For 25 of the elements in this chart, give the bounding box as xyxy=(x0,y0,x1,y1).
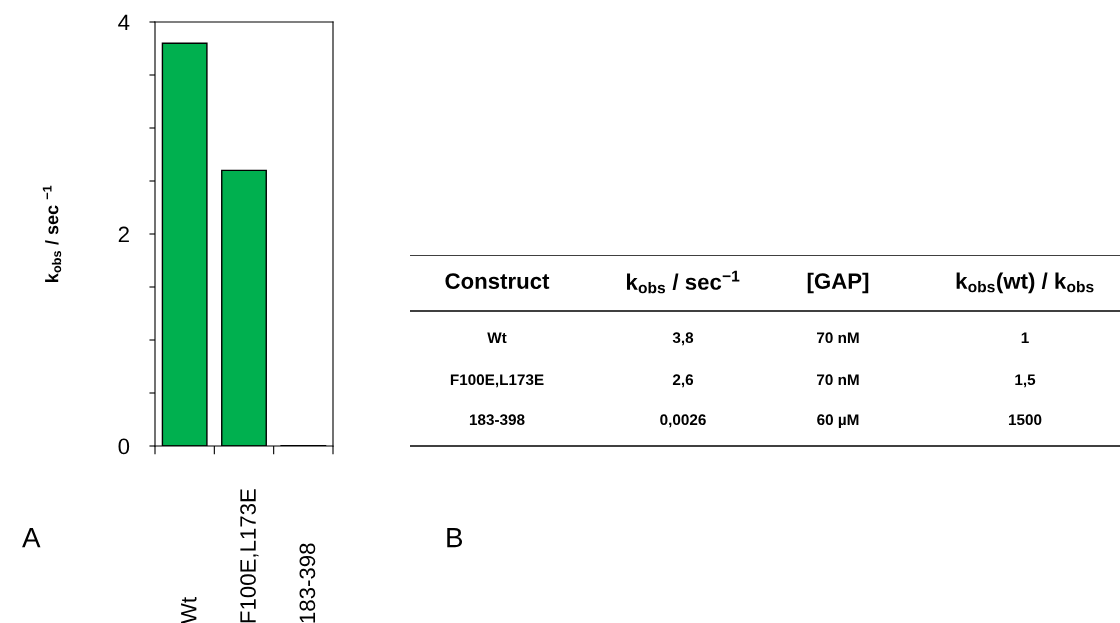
category-label: k$_{obs}$ / sec$^{−1}$ xyxy=(627,270,740,294)
y-tick-label: 0 xyxy=(118,438,130,455)
text: 1 xyxy=(1021,332,1029,343)
x-tick-label: Wt xyxy=(181,597,197,623)
text: Wt xyxy=(487,332,507,344)
text: 1,5 xyxy=(1015,374,1036,388)
y-axis-title: k$_{obs}$ / sec $^{−1}$ xyxy=(42,185,62,282)
text: 1500 xyxy=(1008,414,1042,426)
y-tick-label: 2 xyxy=(118,226,129,243)
category-label: [GAP] xyxy=(807,272,869,294)
text: 0,0026 xyxy=(660,414,706,428)
text: A xyxy=(22,528,41,548)
category-label: k$_{obs}$(wt) / k$_{obs}$ xyxy=(956,272,1094,294)
text: 70 nM xyxy=(817,332,859,344)
category-label: Construct xyxy=(445,273,550,289)
x-tick-label: F100E,L173E xyxy=(240,489,259,623)
text: 2,6 xyxy=(672,374,694,388)
text: F100E,L173E xyxy=(450,374,544,388)
x-tick-label: 183-398 xyxy=(299,543,316,623)
y-tick-label: 4 xyxy=(118,14,130,31)
text: 70 nM xyxy=(817,374,859,386)
text: 3,8 xyxy=(672,332,694,346)
text: 183-398 xyxy=(469,414,525,426)
text: B xyxy=(447,528,463,548)
text: 60 µM xyxy=(817,414,859,429)
